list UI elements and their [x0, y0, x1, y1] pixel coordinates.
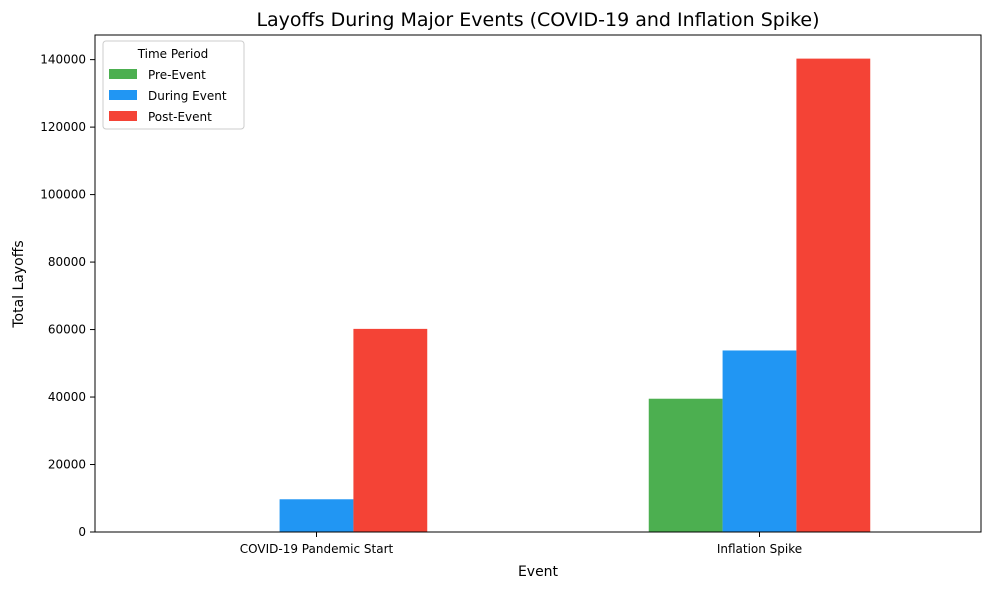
y-tick-label: 0	[78, 525, 86, 539]
y-tick-label: 20000	[48, 458, 86, 472]
legend-swatch	[109, 69, 137, 79]
legend-swatch	[109, 111, 137, 121]
plot-area: 0 20000 40000 60000 80000 100000 120000 140000 C…	[40, 53, 871, 556]
y-tick-label: 60000	[48, 323, 86, 337]
legend: Time Period Pre-Event During Event Post-Eve…	[102, 40, 245, 130]
legend-label: Post-Event	[148, 110, 212, 124]
chart-title: Layoffs During Major Events (COVID-19 an…	[256, 9, 819, 31]
y-tick-label: 40000	[48, 390, 86, 404]
bar-post-event	[353, 328, 428, 532]
legend-swatch	[109, 90, 137, 100]
legend-label: During Event	[148, 89, 227, 103]
x-axis-title: Event	[518, 564, 559, 580]
bar-post-event	[796, 58, 871, 532]
bar-during-event	[279, 499, 354, 532]
x-tick-label: COVID-19 Pandemic Start	[240, 542, 394, 556]
y-tick-label: 120000	[40, 120, 86, 134]
legend-box	[102, 40, 245, 130]
y-tick-label: 140000	[40, 53, 86, 67]
legend-title: Time Period	[137, 47, 209, 61]
y-tick-label: 80000	[48, 255, 86, 269]
y-axis-title: Total Layoffs	[11, 240, 27, 328]
legend-label: Pre-Event	[148, 68, 206, 82]
plot-frame	[94, 34, 982, 533]
bar-during-event	[722, 350, 797, 532]
bar-pre-event	[648, 398, 723, 532]
x-tick-label: Inflation Spike	[717, 542, 802, 556]
y-tick-label: 100000	[40, 188, 86, 202]
